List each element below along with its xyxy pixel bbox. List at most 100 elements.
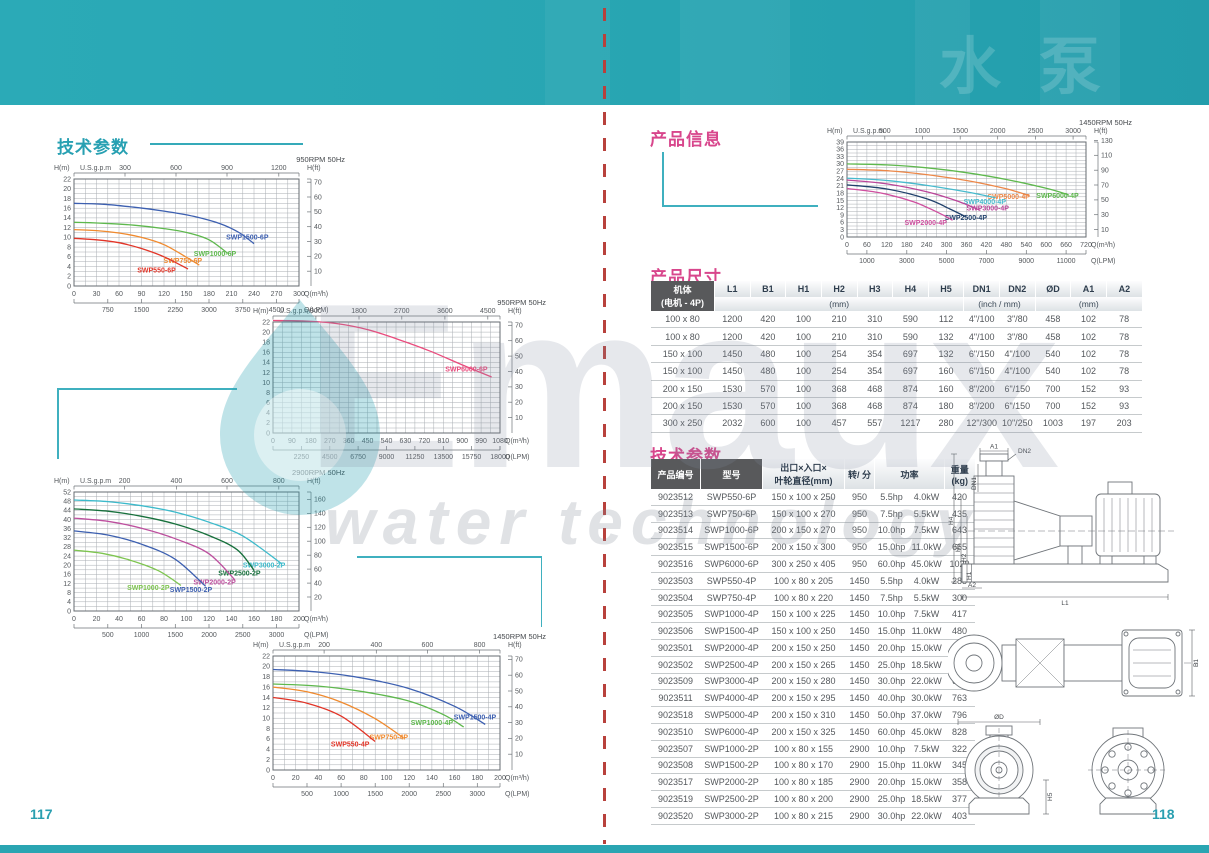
svg-text:400: 400: [171, 478, 183, 485]
svg-text:80: 80: [360, 775, 368, 782]
svg-text:16: 16: [63, 206, 71, 213]
table-cell: SWP1500-4P: [700, 622, 763, 640]
table-cell: 10.0hp: [874, 605, 909, 623]
table-cell: 132: [928, 344, 964, 363]
table-cell: 874: [892, 379, 929, 398]
svg-text:70: 70: [515, 657, 523, 664]
table-cell: 25.0hp: [874, 790, 909, 808]
table-cell: 6"/150: [963, 362, 1000, 380]
table-cell: 1200: [714, 327, 751, 346]
svg-text:1800: 1800: [351, 308, 367, 315]
dims-col-header: A1: [1070, 281, 1107, 298]
svg-text:16: 16: [63, 572, 71, 579]
svg-text:720: 720: [418, 438, 430, 445]
curve-label-SWP1000-2P: SWP1000-2P: [127, 585, 170, 592]
table-row: 9023509 SWP3000-4P 200 x 150 x 280 1450 30.0…: [650, 672, 975, 690]
table-cell: SWP750-4P: [700, 588, 763, 606]
svg-text:20: 20: [314, 254, 322, 261]
table-row: 9023511 SWP4000-4P 200 x 150 x 295 1450 40.0…: [650, 689, 975, 707]
table-cell: 100: [785, 344, 822, 363]
table-cell: 1450: [844, 588, 875, 606]
table-cell: 697: [892, 344, 929, 363]
table-cell: 2900: [844, 806, 875, 825]
table-cell: 2900: [844, 773, 875, 791]
svg-text:450: 450: [362, 438, 374, 445]
corner-bracket: [540, 556, 542, 627]
svg-text:180: 180: [471, 775, 483, 782]
svg-text:480: 480: [1000, 242, 1012, 249]
svg-text:60: 60: [115, 291, 123, 298]
table-cell: 1217: [892, 414, 929, 433]
table-cell: 480: [944, 622, 975, 640]
curve-SWP1000-2P: [73, 549, 182, 586]
table-cell: 100 x 80: [665, 314, 700, 325]
chart-2900rpm: 0 4 8 12 16 20 24 28 32 36 40 44 48 52 0 20 40 60 80 100 120…: [53, 466, 347, 644]
banner-title: 水泵: [938, 33, 1139, 102]
y-axis-label: H(m): [54, 165, 70, 172]
table-cell: 6"/150: [999, 396, 1036, 415]
curve-label-SWP1500-4P: SWP1500-4P: [454, 715, 497, 722]
dim-label-a1: A1: [990, 444, 998, 451]
svg-text:630: 630: [400, 438, 412, 445]
table-cell: 11.0kW: [908, 622, 945, 640]
table-cell: SWP750-6P: [700, 504, 763, 523]
ft-axis-label: H(ft): [508, 308, 522, 315]
table-cell: SWP1000-4P: [700, 605, 763, 623]
svg-text:20: 20: [314, 594, 322, 601]
plot-border: [846, 141, 1087, 238]
svg-text:0: 0: [72, 291, 76, 298]
plot-border: [73, 178, 300, 287]
svg-text:16: 16: [262, 350, 270, 357]
ft-axis-label: H(ft): [1094, 128, 1108, 135]
svg-text:0: 0: [266, 767, 270, 774]
curve-SWP1000-4P: [272, 683, 465, 728]
table-cell: 1450: [844, 605, 875, 623]
dims-unit-header: (mm): [713, 297, 964, 311]
svg-text:22: 22: [262, 319, 270, 326]
table-cell: 10.0hp: [874, 739, 909, 757]
table-cell: 1450: [844, 622, 875, 640]
table-cell: 150 x 100 x 250: [771, 491, 836, 502]
svg-text:2000: 2000: [401, 791, 417, 798]
svg-text:12: 12: [836, 205, 844, 212]
table-cell: 100: [785, 362, 822, 380]
dims-col-header: H2: [820, 281, 857, 298]
svg-text:40: 40: [315, 775, 323, 782]
svg-text:200: 200: [494, 775, 506, 782]
svg-text:60: 60: [314, 194, 322, 201]
svg-text:2250: 2250: [168, 307, 184, 314]
dims-col-header: DN1: [963, 281, 1000, 298]
table-cell: 150 x 100 x 270: [762, 504, 845, 523]
svg-text:3600: 3600: [437, 308, 453, 315]
svg-text:3000: 3000: [201, 307, 217, 314]
table-cell: 102: [1081, 314, 1097, 325]
spec-col-header: 转/ 分: [844, 459, 875, 489]
dims-col-header: A2: [1105, 281, 1142, 298]
dims-unit-header: (inch / mm): [963, 297, 1036, 311]
table-cell: 1200: [722, 314, 743, 325]
svg-text:900: 900: [456, 438, 468, 445]
svg-text:11250: 11250: [405, 454, 424, 461]
table-cell: 200 x 150: [650, 396, 715, 415]
table-row: 9023513 SWP750-6P 150 x 100 x 270 950 7.5hp 5…: [650, 504, 975, 523]
svg-text:360: 360: [961, 242, 973, 249]
lpm-axis-label: Q(LPM): [1091, 258, 1116, 265]
svg-text:10: 10: [515, 415, 523, 422]
svg-text:14: 14: [63, 215, 71, 222]
chart-950rpm-large: 0 2 4 6 8 10 12 14 16 18 20 22 0 90 180 270 360 450 540 630…: [252, 296, 548, 466]
table-cell: 9023504: [650, 588, 701, 606]
table-row: 9023505 SWP1000-4P 150 x 100 x 225 1450 10.0…: [650, 605, 975, 623]
curve-SWP3000-4P: [846, 179, 981, 212]
curve-label-SWP2500-2P: SWP2500-2P: [218, 570, 261, 577]
table-cell: 200 x 150: [650, 379, 715, 398]
dim-label-od: ØD: [994, 714, 1004, 721]
table-cell: 4"/100: [999, 362, 1036, 380]
curve-SWP1500-2P: [73, 530, 207, 587]
lpm-axis-label: Q(LPM): [304, 307, 329, 314]
table-cell: 4"/100: [999, 344, 1036, 363]
svg-text:12: 12: [63, 581, 71, 588]
table-row: 150 x 100 1450 480 100 254 354 697 160 6"/150 4"/…: [650, 362, 1142, 380]
svg-text:100: 100: [314, 539, 326, 546]
table-cell: 468: [857, 396, 893, 415]
table-cell: 152: [1070, 396, 1107, 415]
